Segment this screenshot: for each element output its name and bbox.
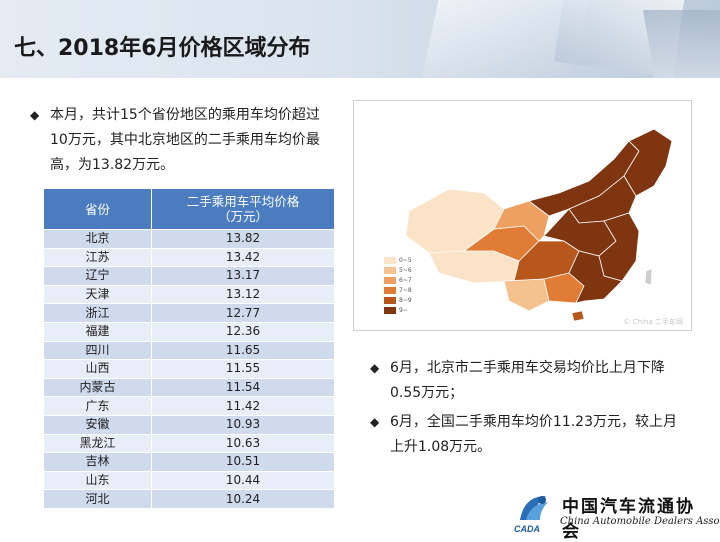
table-row: 安徽 10.93	[43, 414, 335, 435]
table-row: 吉林 10.51	[43, 452, 335, 472]
diamond-bullet-icon: ◆	[370, 415, 380, 429]
legend-label: 8~9	[399, 296, 412, 304]
legend-label: 7~8	[399, 286, 412, 294]
legend-item: 7~8	[384, 285, 412, 295]
price-cell: 11.65	[151, 340, 335, 361]
diamond-bullet-icon: ◆	[370, 361, 380, 375]
price-cell: 13.42	[151, 247, 335, 268]
header-province: 省份	[43, 188, 152, 230]
province-cell: 安徽	[43, 414, 152, 435]
price-table: 省份 二手乘用车平均价格 （万元） 北京 13.82 江苏 13.42 辽宁 13.1…	[43, 188, 335, 509]
table-header-row: 省份 二手乘用车平均价格 （万元）	[43, 188, 335, 230]
province-cell: 北京	[43, 229, 152, 249]
beijing-bullet: ◆ 6月，北京市二手乘用车交易均价比上月下降0.55万元；	[370, 356, 690, 406]
table-row: 河北 10.24	[43, 489, 335, 509]
legend-swatch	[384, 276, 396, 284]
table-row: 北京 13.82	[43, 229, 335, 249]
price-cell: 13.12	[151, 284, 335, 305]
price-cell: 13.17	[151, 266, 335, 286]
price-cell: 10.24	[151, 489, 335, 509]
table-row: 内蒙古 11.54	[43, 377, 335, 398]
table-row: 山东 10.44	[43, 470, 335, 491]
legend-swatch	[384, 296, 396, 304]
price-cell: 10.44	[151, 470, 335, 491]
province-cell: 广东	[43, 396, 152, 416]
header-decoration	[642, 10, 720, 78]
legend-item: 5~6	[384, 265, 412, 275]
diamond-bullet-icon: ◆	[30, 108, 40, 122]
header-banner: 七、2018年6月价格区域分布	[0, 0, 720, 78]
table-row: 福建 12.36	[43, 321, 335, 342]
table-row: 浙江 12.77	[43, 303, 335, 323]
province-cell: 天津	[43, 284, 152, 305]
legend-label: 9~	[399, 306, 408, 314]
intro-text: 本月，共计15个省份地区的乘用车均价超过10万元，其中北京地区的二手乘用车均价最…	[50, 107, 320, 173]
legend-item: 6~7	[384, 275, 412, 285]
national-text: 6月，全国二手乘用车均价11.23万元，较上月上升1.08万元。	[390, 414, 677, 455]
province-cell: 辽宁	[43, 266, 152, 286]
table-row: 天津 13.12	[43, 284, 335, 305]
price-cell: 12.36	[151, 321, 335, 342]
price-cell: 10.51	[151, 452, 335, 472]
header-price-line2: （万元）	[217, 209, 268, 224]
price-cell: 10.63	[151, 433, 335, 454]
legend-label: 0~5	[399, 256, 412, 264]
price-cell: 11.42	[151, 396, 335, 416]
legend-swatch	[384, 266, 396, 274]
price-cell: 11.55	[151, 359, 335, 379]
province-cell: 黑龙江	[43, 433, 152, 454]
intro-bullet: ◆ 本月，共计15个省份地区的乘用车均价超过10万元，其中北京地区的二手乘用车均…	[30, 103, 325, 178]
header-price: 二手乘用车平均价格 （万元）	[151, 188, 335, 230]
table-row: 四川 11.65	[43, 340, 335, 361]
table-row: 江苏 13.42	[43, 247, 335, 268]
logo-name-cn: 中国汽车流通协会	[562, 497, 695, 542]
province-cell: 江苏	[43, 247, 152, 268]
legend-item: 8~9	[384, 295, 412, 305]
cada-logo: CADA 中国汽车流通协会 China Automobile Dealers A…	[512, 490, 720, 542]
table-row: 辽宁 13.17	[43, 266, 335, 286]
legend-swatch	[384, 306, 396, 314]
province-cell: 内蒙古	[43, 377, 152, 398]
legend-swatch	[384, 256, 396, 264]
table-row: 广东 11.42	[43, 396, 335, 416]
legend-item: 9~	[384, 305, 412, 315]
price-cell: 10.93	[151, 414, 335, 435]
slide-title: 七、2018年6月价格区域分布	[14, 36, 311, 61]
table-row: 黑龙江 10.63	[43, 433, 335, 454]
logo-abbr: CADA	[514, 524, 540, 534]
map-watermark: © China 二手车网	[623, 318, 683, 326]
legend-item: 0~5	[384, 255, 412, 265]
map-legend: 0~5 5~6 6~7 7~8 8~9 9~	[384, 255, 412, 315]
province-cell: 吉林	[43, 452, 152, 472]
province-cell: 山东	[43, 470, 152, 491]
header-price-line1: 二手乘用车平均价格	[186, 194, 300, 209]
table-row: 山西 11.55	[43, 359, 335, 379]
price-cell: 11.54	[151, 377, 335, 398]
logo-name-en: China Automobile Dealers Association	[560, 516, 720, 527]
province-cell: 四川	[43, 340, 152, 361]
price-cell: 13.82	[151, 229, 335, 249]
national-bullet: ◆ 6月，全国二手乘用车均价11.23万元，较上月上升1.08万元。	[370, 410, 690, 460]
legend-swatch	[384, 286, 396, 294]
china-map-image	[405, 128, 673, 322]
province-cell: 浙江	[43, 303, 152, 323]
price-cell: 12.77	[151, 303, 335, 323]
province-cell: 福建	[43, 321, 152, 342]
legend-label: 6~7	[399, 276, 412, 284]
legend-label: 5~6	[399, 266, 412, 274]
cada-emblem-icon: CADA	[514, 496, 548, 534]
beijing-text: 6月，北京市二手乘用车交易均价比上月下降0.55万元；	[390, 360, 665, 401]
province-cell: 河北	[43, 489, 152, 509]
price-region-map: 0~5 5~6 6~7 7~8 8~9 9~ © China 二手车网	[353, 100, 692, 331]
province-cell: 山西	[43, 359, 152, 379]
